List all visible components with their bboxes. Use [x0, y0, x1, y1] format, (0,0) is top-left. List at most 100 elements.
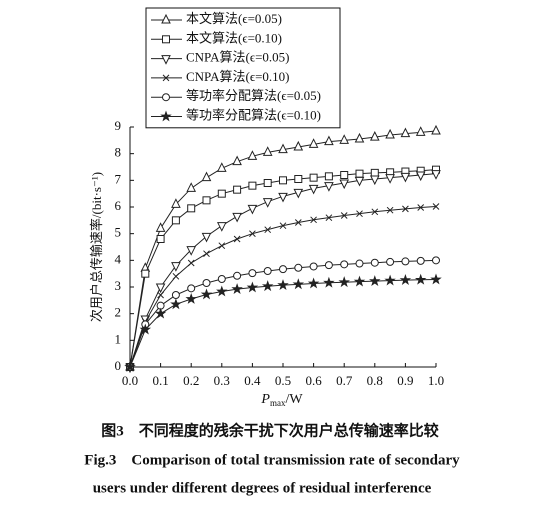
marker — [155, 283, 166, 294]
marker — [216, 222, 227, 232]
x-tick-label: 0.2 — [183, 373, 199, 388]
marker — [187, 284, 196, 293]
marker — [324, 172, 333, 181]
x-tick-label: 0.3 — [214, 373, 230, 388]
marker — [416, 256, 425, 265]
caption-en: users under different degrees of residua… — [93, 480, 432, 496]
marker — [355, 169, 364, 178]
x-label-unit: /W — [285, 392, 303, 407]
marker — [292, 278, 305, 290]
marker — [187, 259, 195, 267]
marker — [171, 291, 180, 299]
marker — [400, 172, 411, 183]
legend-box — [145, 7, 341, 129]
y-tick-label: 6 — [115, 198, 122, 213]
marker — [141, 269, 150, 278]
y-tick-label: 7 — [115, 171, 122, 186]
marker — [356, 210, 363, 218]
marker — [308, 184, 319, 195]
marker — [162, 74, 170, 82]
marker — [325, 214, 333, 222]
marker — [187, 204, 196, 213]
marker — [431, 170, 441, 180]
marker — [339, 179, 350, 190]
marker — [162, 93, 170, 102]
marker — [339, 134, 350, 144]
marker — [415, 126, 426, 136]
marker — [160, 110, 172, 122]
marker — [171, 198, 181, 208]
marker — [261, 280, 274, 292]
x-tick-label: 0.5 — [275, 373, 291, 388]
legend-label: 本文算法(ϵ=0.10) — [186, 30, 282, 45]
marker — [279, 222, 287, 230]
marker — [417, 204, 425, 211]
marker — [156, 235, 165, 243]
marker — [202, 279, 211, 287]
marker — [279, 176, 287, 185]
x-label-symbol: P — [260, 392, 270, 407]
marker — [370, 258, 379, 267]
marker — [262, 198, 273, 208]
marker — [186, 182, 197, 192]
y-tick-label: 3 — [115, 278, 122, 293]
marker — [139, 323, 152, 335]
marker — [155, 222, 166, 232]
series-line — [129, 130, 437, 368]
y-tick-label: 5 — [115, 225, 122, 240]
marker — [431, 124, 441, 135]
marker — [124, 360, 136, 372]
y-tick-label: 1 — [115, 331, 122, 346]
y-tick-label: 2 — [115, 305, 122, 320]
marker — [369, 175, 380, 186]
legend-label: CNPA算法(ϵ=0.05) — [186, 50, 290, 65]
marker — [369, 131, 380, 141]
marker — [202, 196, 211, 205]
marker — [172, 272, 180, 280]
marker — [353, 275, 366, 287]
marker — [354, 176, 365, 187]
x-tick-label: 0.9 — [397, 373, 413, 388]
marker — [186, 246, 197, 256]
marker — [200, 288, 213, 300]
x-tick-label: 0.8 — [367, 373, 383, 388]
marker — [294, 263, 303, 272]
marker — [340, 212, 348, 219]
x-tick-label: 0.4 — [244, 373, 261, 388]
marker — [324, 135, 334, 146]
marker — [294, 219, 302, 226]
marker — [233, 235, 241, 243]
marker — [218, 242, 226, 250]
marker — [232, 212, 242, 223]
marker — [340, 171, 349, 179]
marker — [248, 181, 257, 190]
y-tick-label: 9 — [115, 118, 122, 133]
marker — [414, 273, 427, 285]
marker — [371, 208, 379, 216]
y-tick-label: 0 — [115, 358, 122, 373]
legend-label: 等功率分配算法(ϵ=0.10) — [186, 107, 321, 122]
marker — [201, 232, 212, 243]
marker — [385, 128, 395, 139]
marker — [401, 257, 410, 266]
marker — [370, 168, 379, 177]
marker — [277, 279, 289, 291]
marker — [338, 276, 350, 288]
marker — [278, 192, 288, 203]
marker — [185, 292, 197, 304]
marker — [279, 265, 287, 274]
marker — [324, 182, 334, 192]
x-tick-label: 0.1 — [152, 373, 168, 388]
marker — [310, 216, 317, 224]
caption-cn: 图3 不同程度的残余干扰下次用户总传输速率比较 — [101, 421, 439, 439]
marker — [249, 230, 256, 238]
y-tick-label: 8 — [115, 145, 122, 160]
x-tick-label: 0.6 — [305, 373, 322, 388]
marker — [294, 175, 303, 183]
marker — [162, 35, 170, 44]
marker — [264, 226, 272, 234]
marker — [233, 185, 242, 194]
marker — [231, 283, 243, 295]
marker — [278, 143, 288, 154]
marker — [263, 267, 272, 275]
